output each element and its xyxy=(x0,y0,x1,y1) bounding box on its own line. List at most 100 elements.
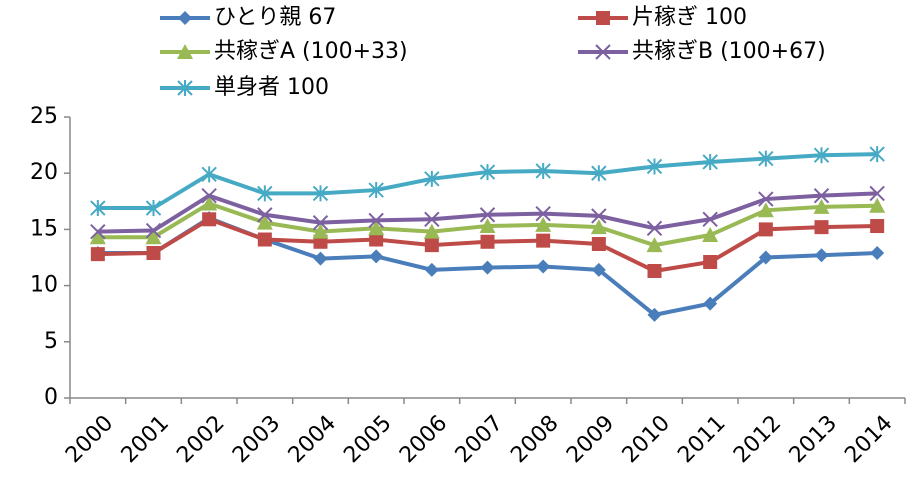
marker xyxy=(535,216,552,232)
x-tick-label: 2000 xyxy=(61,411,118,468)
marker xyxy=(178,11,192,25)
marker xyxy=(480,260,495,275)
x-tick-label: 2014 xyxy=(840,411,897,468)
marker xyxy=(201,166,217,183)
marker xyxy=(813,198,830,214)
legend-label: 単身者 100 xyxy=(214,75,329,100)
x-tick-label: 2003 xyxy=(228,411,285,468)
marker xyxy=(201,195,218,211)
marker xyxy=(480,234,495,249)
marker xyxy=(814,220,829,235)
x-tick-label: 2007 xyxy=(451,411,508,468)
marker xyxy=(479,207,496,223)
marker xyxy=(368,182,384,199)
marker xyxy=(177,44,193,59)
marker xyxy=(647,263,662,278)
marker xyxy=(646,158,663,175)
x-tick-label: 2010 xyxy=(618,411,675,468)
marker xyxy=(758,222,773,237)
marker xyxy=(177,80,193,96)
marker xyxy=(758,250,773,265)
marker xyxy=(257,232,272,247)
marker xyxy=(257,207,273,223)
marker xyxy=(423,223,440,239)
marker xyxy=(591,262,606,277)
marker xyxy=(145,222,162,239)
marker xyxy=(146,246,161,261)
marker xyxy=(595,44,611,60)
marker xyxy=(368,220,385,236)
x-tick-label: 2006 xyxy=(395,411,452,468)
marker xyxy=(591,165,607,182)
x-tick-label: 2002 xyxy=(172,411,229,468)
marker xyxy=(596,11,610,25)
x-tick-label: 2004 xyxy=(284,411,341,468)
x-tick-label: 2005 xyxy=(339,411,396,468)
marker xyxy=(145,200,162,217)
y-tick-label: 15 xyxy=(30,216,58,241)
marker xyxy=(369,232,384,247)
marker xyxy=(591,208,607,224)
marker xyxy=(312,214,329,231)
y-tick-label: 0 xyxy=(44,385,58,410)
marker xyxy=(479,164,496,181)
marker xyxy=(145,229,162,245)
marker xyxy=(313,251,328,266)
marker xyxy=(813,147,830,164)
y-tick-label: 5 xyxy=(44,329,58,354)
marker xyxy=(90,247,105,262)
marker xyxy=(813,187,830,204)
legend-label: ひとり親 67 xyxy=(214,5,336,30)
marker xyxy=(202,212,217,227)
legend-label: 共稼ぎB (100+67) xyxy=(632,39,826,64)
x-tick-label: 2001 xyxy=(117,411,174,468)
marker xyxy=(869,146,885,163)
marker xyxy=(89,229,106,245)
marker xyxy=(90,200,106,217)
y-tick-label: 25 xyxy=(30,104,58,129)
marker xyxy=(757,202,774,218)
marker xyxy=(424,262,439,277)
marker xyxy=(312,223,329,239)
marker xyxy=(758,150,774,167)
marker xyxy=(535,205,551,222)
x-tick-label: 2008 xyxy=(506,411,563,468)
y-tick-label: 10 xyxy=(30,273,58,298)
marker xyxy=(590,219,607,235)
marker xyxy=(536,259,551,274)
marker xyxy=(870,219,885,234)
x-tick-label: 2009 xyxy=(562,411,619,468)
marker xyxy=(312,185,329,202)
marker xyxy=(758,191,774,207)
marker xyxy=(536,233,551,248)
marker xyxy=(646,237,663,253)
marker xyxy=(591,237,606,252)
legend-label: 片稼ぎ 100 xyxy=(632,5,747,30)
x-tick-label: 2011 xyxy=(673,411,730,468)
marker xyxy=(369,249,384,264)
marker xyxy=(424,238,439,253)
marker xyxy=(870,246,885,261)
marker xyxy=(90,223,106,240)
marker xyxy=(646,220,663,236)
marker xyxy=(647,307,662,322)
marker xyxy=(424,211,440,227)
marker xyxy=(814,248,829,263)
marker xyxy=(703,254,718,269)
marker xyxy=(869,185,885,202)
marker xyxy=(703,296,718,311)
marker xyxy=(869,197,886,213)
x-tick-label: 2012 xyxy=(729,411,786,468)
marker xyxy=(368,212,384,229)
marker xyxy=(535,162,551,179)
marker xyxy=(702,211,718,227)
legend-label: 共稼ぎA (100+33) xyxy=(214,39,408,64)
marker xyxy=(479,218,496,234)
marker xyxy=(424,170,440,187)
marker xyxy=(702,227,719,243)
x-tick-label: 2013 xyxy=(785,411,842,468)
marker xyxy=(257,185,273,202)
marker xyxy=(201,187,217,204)
marker xyxy=(702,153,718,170)
